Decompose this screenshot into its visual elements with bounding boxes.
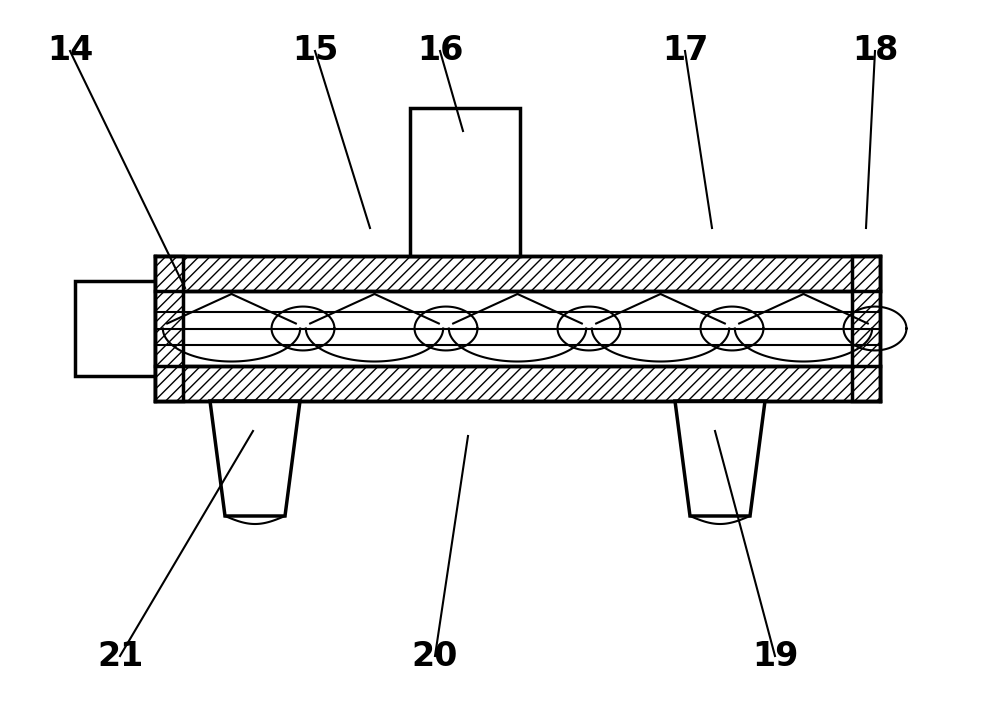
Polygon shape — [675, 401, 765, 516]
Text: 16: 16 — [417, 35, 463, 68]
Text: 17: 17 — [662, 35, 708, 68]
Polygon shape — [852, 256, 880, 401]
Polygon shape — [155, 256, 183, 401]
Polygon shape — [410, 108, 520, 256]
Polygon shape — [75, 281, 155, 376]
Text: 20: 20 — [412, 640, 458, 673]
Polygon shape — [210, 401, 300, 516]
Polygon shape — [155, 256, 880, 291]
Text: 15: 15 — [292, 35, 338, 68]
Text: 21: 21 — [97, 640, 143, 673]
Text: 19: 19 — [752, 640, 798, 673]
Text: 14: 14 — [47, 35, 93, 68]
Text: 18: 18 — [852, 35, 898, 68]
Polygon shape — [155, 366, 880, 401]
